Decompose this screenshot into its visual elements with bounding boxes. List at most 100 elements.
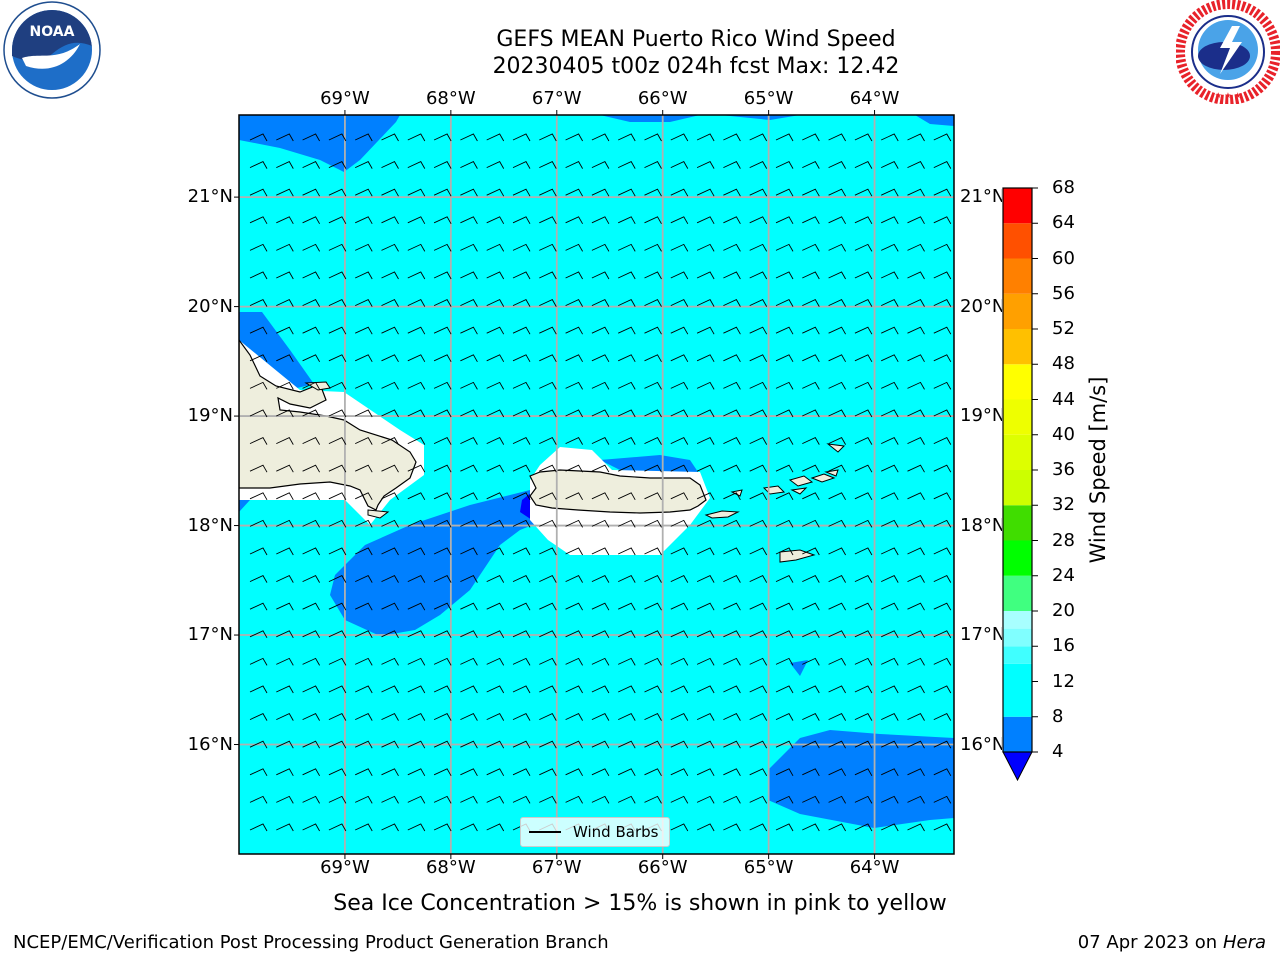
wind-barb [433,685,452,694]
wind-barb [591,547,610,556]
wind-barb [802,354,820,363]
wind-barb [907,299,925,307]
wind-barb [881,602,899,611]
wind-barb [933,354,952,363]
wind-barb [854,437,873,445]
wind-barbs-legend: Wind Barbs [520,817,670,847]
wind-barb [723,740,741,749]
wind-barb [670,133,689,142]
wind-barb [565,630,583,639]
wind-barb [881,161,899,169]
wind-barb [723,271,741,280]
wind-barb [670,575,689,583]
wind-barb [828,299,846,307]
wind-barb [381,685,399,694]
wind-barb [723,161,741,169]
wind-barb [565,768,583,777]
wind-barb [696,381,715,390]
wind-barb [749,243,768,252]
wind-barb [249,519,268,528]
wind-barb [512,216,531,225]
wind-barb [433,161,452,169]
wind-barb [355,519,373,528]
wind-barb [276,630,294,639]
wind-barb [933,519,952,528]
wind-barb [407,823,426,832]
wind-barb [249,575,268,583]
wind-barb [933,740,952,749]
wind-barb [276,409,294,418]
wind-barb [512,795,531,804]
wind-barb [723,547,741,556]
wind-barb [355,575,373,583]
wind-barb [670,519,689,528]
wind-barb [591,409,610,418]
wind-barb [802,243,820,252]
wind-barb [433,602,452,611]
wind-barb [933,133,952,142]
wind-barb [696,602,715,611]
wind-barb [433,547,452,556]
wind-barb [381,243,399,252]
wind-barb [644,768,662,777]
wind-barb [696,795,715,804]
wind-barb [881,354,899,363]
wind-barb [407,492,426,501]
wind-barb [828,354,846,363]
wind-barb [328,657,347,666]
wind-barb [486,768,505,777]
wind-barb [723,492,741,501]
wind-barb [618,657,636,666]
wind-barb [802,299,820,307]
wind-barb [775,685,794,694]
wind-barb [249,381,268,390]
wind-barb [512,602,531,611]
wind-barb [328,409,347,418]
wind-barb [696,133,715,142]
wind-barb [302,602,320,611]
colorbar-tick-label: 60 [1052,247,1075,269]
wind-barb [276,547,294,556]
wind-barb [302,133,320,142]
wind-barb [618,354,636,363]
wind-barb [355,326,373,335]
wind-barb [696,519,715,528]
wind-barb [854,188,873,197]
wind-barb [802,657,820,666]
wind-barb [565,492,583,501]
wind-barb [433,740,452,749]
wind-barb [539,133,557,142]
wind-barb [670,243,689,252]
colorbar-tick-label: 8 [1052,705,1064,727]
wind-barb [591,685,610,694]
wind-barb [775,409,794,418]
colorbar-band [1003,329,1032,365]
wind-barb [881,685,899,694]
wind-barb [249,326,268,335]
wind-barb [828,492,846,501]
wind-barb [328,216,347,225]
wind-barb [854,768,873,777]
wind-barb [749,740,768,749]
colorbar-tick-label: 68 [1052,177,1075,198]
wind-barb [302,657,320,666]
wind-barb [539,299,557,307]
wind-barb [854,492,873,501]
wind-barb [670,768,689,777]
colorbar-tick-label: 32 [1052,494,1075,516]
wind-barb [328,547,347,556]
wind-barb [249,602,268,611]
wind-barb [907,464,925,473]
wind-barb [907,602,925,611]
wind-barb [828,823,846,832]
wind-barb [486,326,505,335]
wind-barb [512,713,531,721]
wind-barb [907,575,925,583]
wind-barb [696,492,715,501]
wind-barb [723,602,741,611]
wind-barb [302,326,320,335]
wind-barb [381,575,399,583]
wind-barb [460,381,478,390]
wind-barb [854,381,873,390]
wind-barb [907,381,925,390]
